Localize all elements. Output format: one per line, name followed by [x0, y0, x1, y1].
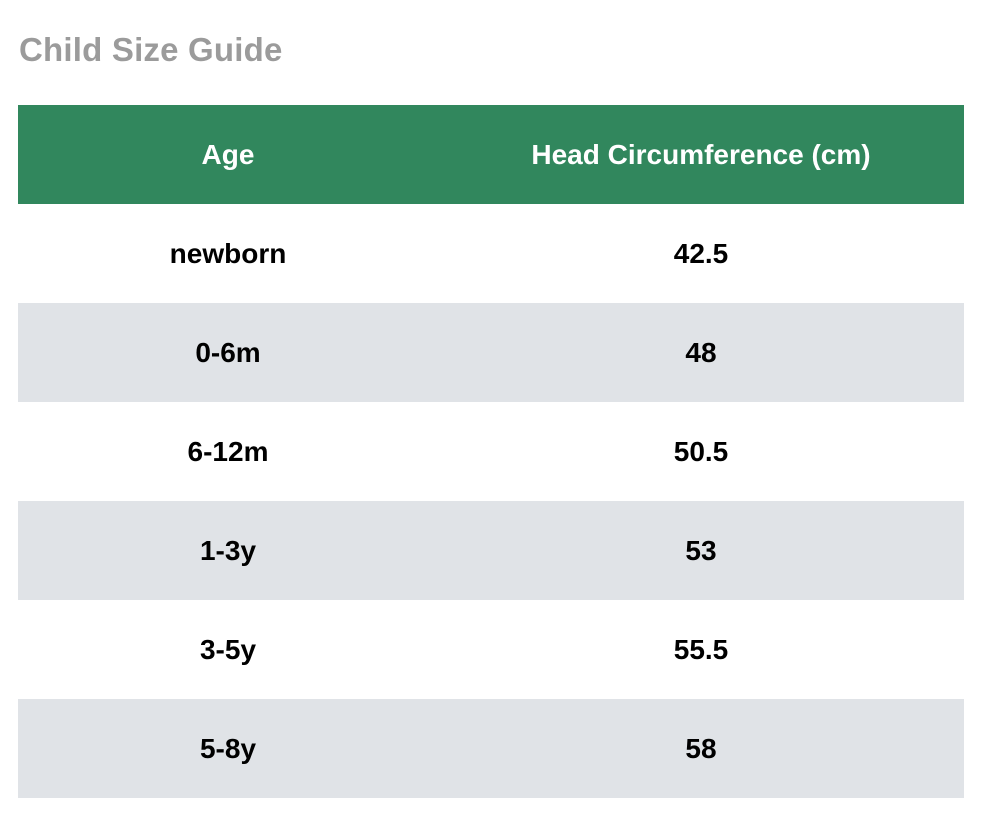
- header-row: Age Head Circumference (cm): [18, 105, 964, 204]
- cell-age: 1-3y: [199, 534, 257, 566]
- cell-head-circumference: 48: [685, 336, 717, 368]
- table-row: 6-12m 50.5: [18, 402, 964, 501]
- header-age: Age: [201, 138, 255, 170]
- cell-head-circumference: 42.5: [673, 237, 729, 269]
- table-row: 1-3y 53: [18, 501, 964, 600]
- cell-head-circumference: 58: [685, 732, 717, 764]
- cell-age: 0-6m: [195, 336, 261, 368]
- cell-age: 6-12m: [187, 435, 269, 467]
- table-row: 0-6m 48: [18, 303, 964, 402]
- cell-head-circumference: 50.5: [673, 435, 729, 467]
- table-row: 3-5y 55.5: [18, 600, 964, 699]
- header-head-circumference: Head Circumference (cm): [531, 138, 871, 170]
- table-body: newborn 42.5 0-6m 48 6-12m 50.5 1-3y 53 …: [18, 204, 964, 798]
- cell-head-circumference: 55.5: [673, 633, 729, 665]
- table-row: newborn 42.5: [18, 204, 964, 303]
- cell-age: newborn: [169, 237, 287, 269]
- table-row: 5-8y 58: [18, 699, 964, 798]
- cell-head-circumference: 53: [685, 534, 717, 566]
- cell-age: 5-8y: [199, 732, 257, 764]
- table-header: Age Head Circumference (cm): [18, 105, 964, 204]
- size-guide-table: Age Head Circumference (cm) newborn 42.5…: [18, 105, 964, 798]
- cell-age: 3-5y: [199, 633, 257, 665]
- page-title: Child Size Guide: [19, 31, 283, 68]
